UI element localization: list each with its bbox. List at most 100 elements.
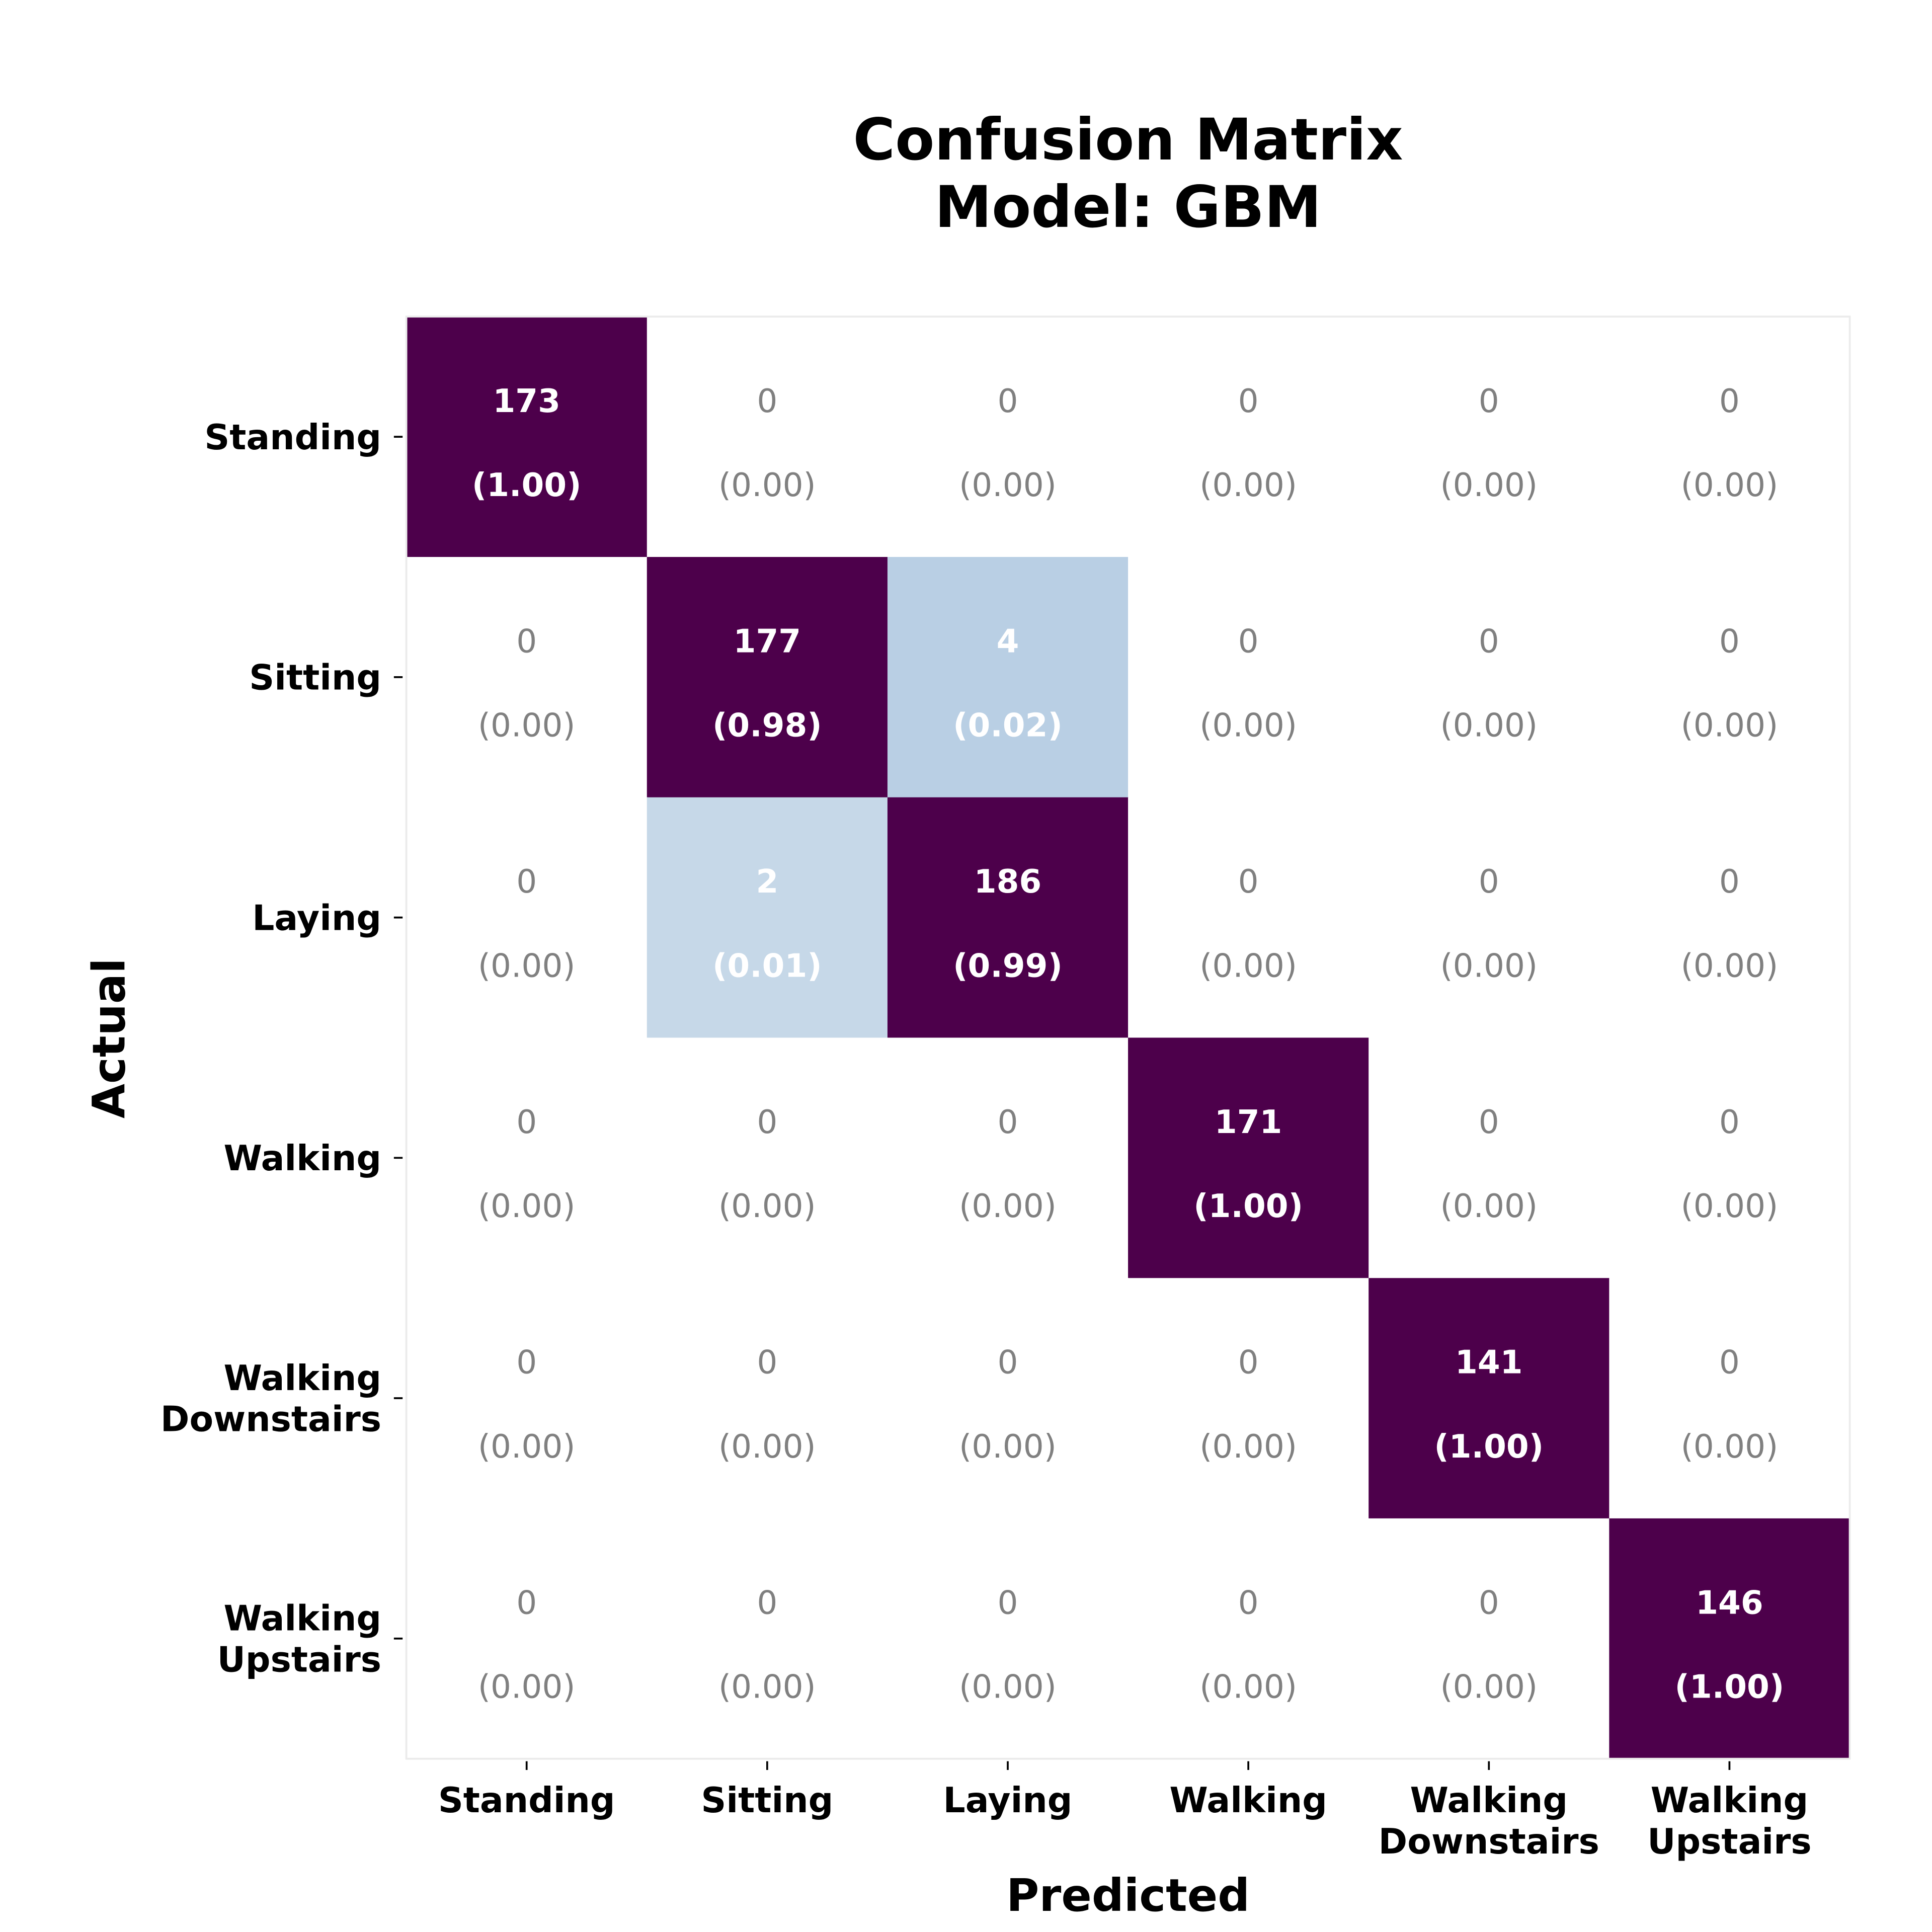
heatmap-cell xyxy=(1609,1037,1850,1279)
cell-count-label: 177 xyxy=(734,622,801,660)
cell-count-label: 0 xyxy=(516,863,537,901)
heatmap-cell xyxy=(887,1518,1129,1759)
y-tick-label: Upstairs xyxy=(217,1640,381,1680)
cell-proportion-label: (0.02) xyxy=(953,707,1063,745)
cell-count-label: 0 xyxy=(1479,622,1499,660)
heatmap-cell xyxy=(406,1518,648,1759)
cell-proportion-label: (1.00) xyxy=(472,466,582,504)
x-tick-label: Upstairs xyxy=(1647,1822,1811,1862)
cell-count-label: 0 xyxy=(998,1344,1018,1382)
x-tick-label: Sitting xyxy=(701,1781,833,1821)
heatmap-cell xyxy=(887,1037,1129,1279)
cell-count-label: 0 xyxy=(1719,622,1740,660)
cell-proportion-label: (0.00) xyxy=(959,1187,1057,1225)
heatmap-cell xyxy=(1609,1518,1850,1759)
cell-proportion-label: (1.00) xyxy=(1675,1668,1785,1706)
heatmap-cell xyxy=(647,316,889,558)
cell-proportion-label: (0.00) xyxy=(1681,466,1779,504)
x-tick-label: Laying xyxy=(943,1781,1073,1821)
heatmap-cell xyxy=(887,1278,1129,1519)
cell-count-label: 0 xyxy=(1479,1584,1499,1622)
chart-subtitle: Model: GBM xyxy=(935,174,1322,240)
cell-count-label: 141 xyxy=(1455,1344,1522,1382)
cell-proportion-label: (0.00) xyxy=(1681,1187,1779,1225)
y-tick-label: Sitting xyxy=(249,658,381,698)
heatmap-cell xyxy=(647,1037,889,1279)
cell-proportion-label: (0.00) xyxy=(1199,947,1297,985)
cell-proportion-label: (0.00) xyxy=(1681,947,1779,985)
heatmap-cell xyxy=(406,1278,648,1519)
cell-proportion-label: (0.00) xyxy=(478,1187,576,1225)
heatmap-cell xyxy=(1609,797,1850,1038)
cell-proportion-label: (0.00) xyxy=(718,1668,816,1706)
cell-count-label: 0 xyxy=(1479,1103,1499,1141)
cell-count-label: 0 xyxy=(998,382,1018,420)
y-tick-label: Downstairs xyxy=(160,1400,381,1440)
cell-proportion-label: (0.00) xyxy=(1440,947,1538,985)
y-tick-label: Laying xyxy=(252,898,381,938)
heatmap-cell xyxy=(647,1518,889,1759)
heatmap-cell xyxy=(647,1278,889,1519)
cell-proportion-label: (0.00) xyxy=(478,1428,576,1466)
cell-count-label: 146 xyxy=(1696,1584,1763,1622)
x-axis-ticks: Standing Sitting Laying Walking WalkingDowns… xyxy=(438,1761,1812,1862)
cell-count-label: 0 xyxy=(516,1103,537,1141)
heatmap-cell xyxy=(1369,1518,1610,1759)
cell-proportion-label: (0.00) xyxy=(959,1668,1057,1706)
x-tick-label: Downstairs xyxy=(1379,1822,1599,1862)
x-axis-label: Predicted xyxy=(1006,1870,1250,1922)
x-tick-label: Walking xyxy=(1410,1781,1568,1821)
heatmap-cell xyxy=(406,316,648,558)
cell-proportion-label: (0.00) xyxy=(1681,1428,1779,1466)
cell-count-label: 0 xyxy=(516,1344,537,1382)
cell-count-label: 0 xyxy=(1719,1344,1740,1382)
heatmap-cell xyxy=(406,1037,648,1279)
cell-proportion-label: (0.00) xyxy=(1199,707,1297,745)
cell-count-label: 0 xyxy=(1479,382,1499,420)
cell-count-label: 0 xyxy=(1719,1103,1740,1141)
cell-proportion-label: (0.00) xyxy=(1199,1428,1297,1466)
y-axis-ticks: StandingSittingLayingWalkingWalkingDowns… xyxy=(160,418,403,1680)
cell-count-label: 0 xyxy=(1238,382,1259,420)
cell-count-label: 0 xyxy=(1479,863,1499,901)
heatmap-cell xyxy=(647,556,889,798)
heatmap-cell xyxy=(1369,797,1610,1038)
cell-proportion-label: (0.00) xyxy=(1440,1668,1538,1706)
y-axis-label: Actual xyxy=(84,958,136,1118)
cell-proportion-label: (0.98) xyxy=(712,707,822,745)
heatmap-cell xyxy=(406,797,648,1038)
heatmap-cell xyxy=(1609,556,1850,798)
heatmap-cell xyxy=(647,797,889,1038)
x-tick-label: Walking xyxy=(1651,1781,1809,1821)
cell-proportion-label: (1.00) xyxy=(1434,1428,1544,1466)
x-tick-label: Standing xyxy=(438,1781,615,1821)
cell-proportion-label: (0.00) xyxy=(1681,707,1779,745)
cell-proportion-label: (0.00) xyxy=(959,466,1057,504)
cell-proportion-label: (0.00) xyxy=(1199,1668,1297,1706)
cell-proportion-label: (1.00) xyxy=(1193,1187,1303,1225)
cell-count-label: 186 xyxy=(974,863,1041,901)
cell-proportion-label: (0.00) xyxy=(718,466,816,504)
heatmap-cell xyxy=(1609,316,1850,558)
cell-proportion-label: (0.00) xyxy=(718,1187,816,1225)
cell-count-label: 0 xyxy=(998,1103,1018,1141)
cell-count-label: 0 xyxy=(1238,1344,1259,1382)
cell-proportion-label: (0.00) xyxy=(1440,707,1538,745)
heatmap-cell xyxy=(1369,1037,1610,1279)
cell-count-label: 0 xyxy=(757,1344,777,1382)
cell-count-label: 2 xyxy=(756,863,778,901)
cell-count-label: 171 xyxy=(1215,1103,1282,1141)
cell-count-label: 0 xyxy=(757,1103,777,1141)
cell-count-label: 0 xyxy=(757,1584,777,1622)
heatmap-cell xyxy=(887,316,1129,558)
cell-count-label: 0 xyxy=(998,1584,1018,1622)
heatmap-cells: 173 (1.00) 0 (0.00) 0 (0.00) 0 (0.00) 0 (0.00) 0 (0… xyxy=(406,316,1850,1759)
heatmap-cell xyxy=(1369,1278,1610,1519)
heatmap-cell xyxy=(1609,1278,1850,1519)
y-tick-label: Walking xyxy=(224,1139,382,1179)
cell-proportion-label: (0.00) xyxy=(478,1668,576,1706)
cell-proportion-label: (0.00) xyxy=(1199,466,1297,504)
heatmap-cell xyxy=(1128,1518,1370,1759)
matrix-frame xyxy=(405,315,1851,1760)
